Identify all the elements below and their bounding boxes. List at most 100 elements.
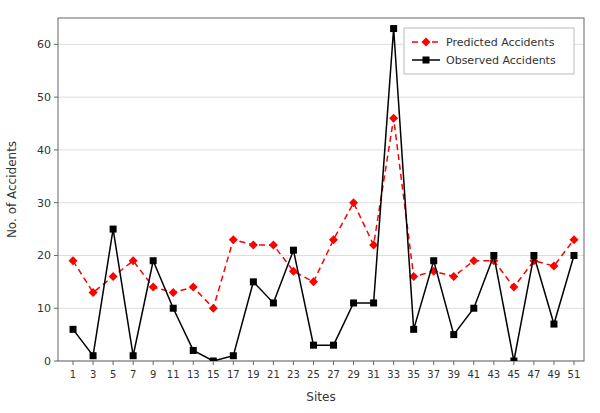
tick-mark [233, 361, 234, 365]
legend-label: Predicted Accidents [446, 36, 555, 49]
tick-mark [113, 361, 114, 365]
point-marker [89, 288, 98, 297]
tick-mark [54, 308, 58, 309]
point-marker [69, 256, 78, 265]
tick-mark [54, 44, 58, 45]
tick-mark [54, 97, 58, 98]
tick-label: 9 [150, 369, 156, 380]
grid-line [58, 308, 584, 309]
point-marker [210, 358, 217, 362]
grid-line [58, 202, 584, 203]
point-marker [249, 240, 258, 249]
point-marker [370, 299, 377, 306]
grid-line [58, 149, 584, 150]
tick-mark [373, 361, 374, 365]
tick-mark [133, 361, 134, 365]
tick-label: 47 [528, 369, 541, 380]
tick-mark [353, 361, 354, 365]
point-marker [230, 352, 237, 359]
tick-label: 49 [548, 369, 561, 380]
point-marker [369, 240, 378, 249]
tick-label: 5 [110, 369, 116, 380]
point-marker [110, 226, 117, 233]
chart-container: 0102030405060135791113151719212325272931… [0, 0, 600, 413]
point-marker [450, 331, 457, 338]
tick-label: 35 [407, 369, 420, 380]
data-layer [69, 25, 579, 361]
point-marker [170, 305, 177, 312]
tick-mark [54, 149, 58, 150]
tick-label: 41 [467, 369, 480, 380]
x-axis: 1357911131517192123252729313335373941434… [70, 361, 581, 380]
tick-label: 25 [307, 369, 320, 380]
tick-mark [54, 202, 58, 203]
tick-label: 7 [130, 369, 136, 380]
tick-mark [493, 361, 494, 365]
tick-mark [413, 361, 414, 365]
point-marker [189, 283, 198, 292]
tick-label: 3 [90, 369, 96, 380]
tick-label: 20 [37, 249, 51, 262]
tick-label: 33 [387, 369, 400, 380]
tick-mark [93, 361, 94, 365]
tick-label: 40 [37, 144, 51, 157]
tick-label: 45 [507, 369, 520, 380]
point-marker [269, 240, 278, 249]
tick-label: 13 [187, 369, 200, 380]
point-marker [430, 257, 437, 264]
tick-mark [433, 361, 434, 365]
grid-line [58, 255, 584, 256]
point-marker [309, 277, 318, 286]
tick-label: 0 [44, 355, 51, 368]
point-marker [470, 305, 477, 312]
tick-label: 43 [487, 369, 500, 380]
tick-mark [473, 361, 474, 365]
tick-mark [153, 361, 154, 365]
legend-marker [423, 57, 430, 64]
tick-label: 30 [37, 197, 51, 210]
x-axis-label: Sites [306, 390, 335, 404]
tick-label: 29 [347, 369, 360, 380]
tick-label: 51 [568, 369, 581, 380]
point-marker [410, 326, 417, 333]
point-marker [530, 252, 537, 259]
legend-box [404, 28, 574, 74]
point-marker [509, 283, 518, 292]
point-marker [290, 247, 297, 254]
point-marker [350, 299, 357, 306]
point-marker [270, 299, 277, 306]
point-marker [229, 235, 238, 244]
tick-mark [54, 255, 58, 256]
legend-label: Observed Accidents [446, 54, 556, 67]
point-marker [129, 256, 138, 265]
tick-label: 10 [37, 302, 51, 315]
series [69, 114, 579, 313]
tick-mark [173, 361, 174, 365]
tick-mark [293, 361, 294, 365]
point-marker [570, 252, 577, 259]
chart: 0102030405060135791113151719212325272931… [0, 0, 600, 413]
tick-mark [333, 361, 334, 365]
tick-mark [313, 361, 314, 365]
tick-label: 17 [227, 369, 240, 380]
point-marker [150, 257, 157, 264]
legend: Predicted Accidents Observed Accidents [404, 28, 574, 74]
tick-mark [273, 361, 274, 365]
y-axis-label: No. of Accidents [5, 141, 19, 238]
point-marker [390, 25, 397, 32]
tick-mark [533, 361, 534, 365]
tick-label: 50 [37, 91, 51, 104]
tick-label: 60 [37, 38, 51, 51]
series-line [73, 29, 574, 361]
tick-mark [513, 361, 514, 365]
tick-label: 39 [447, 369, 460, 380]
tick-mark [553, 361, 554, 365]
tick-label: 23 [287, 369, 300, 380]
legend-marker [422, 38, 431, 47]
tick-mark [193, 361, 194, 365]
point-marker [349, 198, 358, 207]
tick-mark [54, 361, 58, 362]
tick-mark [73, 361, 74, 365]
tick-label: 37 [427, 369, 440, 380]
point-marker [109, 272, 118, 281]
